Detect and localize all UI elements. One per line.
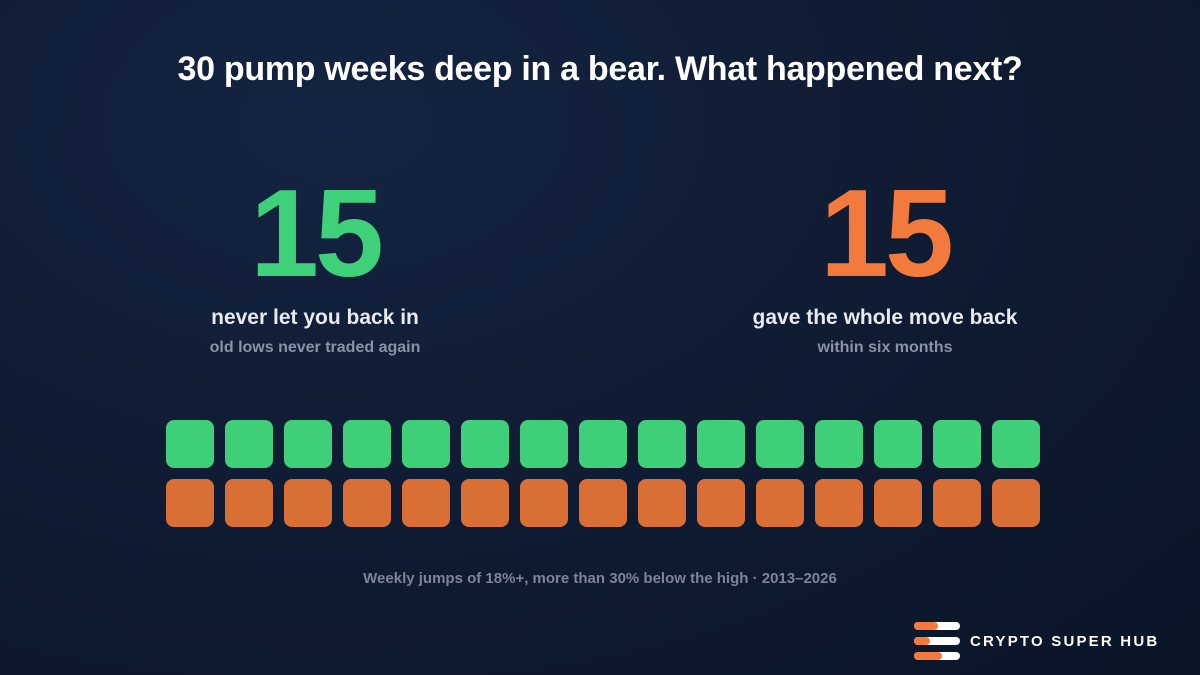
outcome-square — [284, 479, 332, 527]
outcome-square — [638, 479, 686, 527]
footnote: Weekly jumps of 18%+, more than 30% belo… — [363, 570, 837, 587]
outcome-square — [402, 479, 450, 527]
stat-sublabel: old lows never traded again — [209, 339, 421, 356]
outcome-square — [225, 479, 273, 527]
stat-label: never let you back in — [211, 306, 419, 329]
outcome-square — [815, 420, 863, 468]
outcome-square — [697, 479, 745, 527]
page-title: 30 pump weeks deep in a bear. What happe… — [177, 50, 1023, 88]
stat-never-back-in: 15 never let you back in old lows never … — [115, 172, 515, 357]
outcome-square — [402, 420, 450, 468]
outcome-row-gave-back — [166, 479, 1040, 527]
outcome-square — [461, 479, 509, 527]
brand-logo: CRYPTO SUPER HUB — [914, 622, 1159, 660]
outcome-square — [697, 420, 745, 468]
stat-value: 15 — [250, 165, 384, 303]
outcome-square — [579, 479, 627, 527]
outcome-square — [579, 420, 627, 468]
outcome-square — [992, 479, 1040, 527]
outcome-square — [166, 420, 214, 468]
outcome-grid — [166, 420, 1040, 527]
outcome-square — [756, 420, 804, 468]
brand-name: CRYPTO SUPER HUB — [970, 632, 1160, 650]
outcome-square — [756, 479, 804, 527]
stacked-bars-logo-icon — [914, 622, 960, 660]
outcome-square — [225, 420, 273, 468]
outcome-square — [815, 479, 863, 527]
outcome-square — [166, 479, 214, 527]
outcome-square — [520, 479, 568, 527]
stat-label: gave the whole move back — [752, 306, 1018, 329]
outcome-square — [933, 479, 981, 527]
outcome-square — [284, 420, 332, 468]
stat-value: 15 — [820, 165, 954, 303]
stat-sublabel: within six months — [817, 339, 953, 356]
outcome-square — [461, 420, 509, 468]
outcome-square — [874, 420, 922, 468]
outcome-row-never-back-in — [166, 420, 1040, 468]
outcome-square — [520, 420, 568, 468]
outcome-square — [343, 479, 391, 527]
outcome-square — [992, 420, 1040, 468]
stat-gave-move-back: 15 gave the whole move back within six m… — [685, 172, 1085, 357]
outcome-square — [933, 420, 981, 468]
outcome-square — [874, 479, 922, 527]
outcome-square — [343, 420, 391, 468]
outcome-square — [638, 420, 686, 468]
